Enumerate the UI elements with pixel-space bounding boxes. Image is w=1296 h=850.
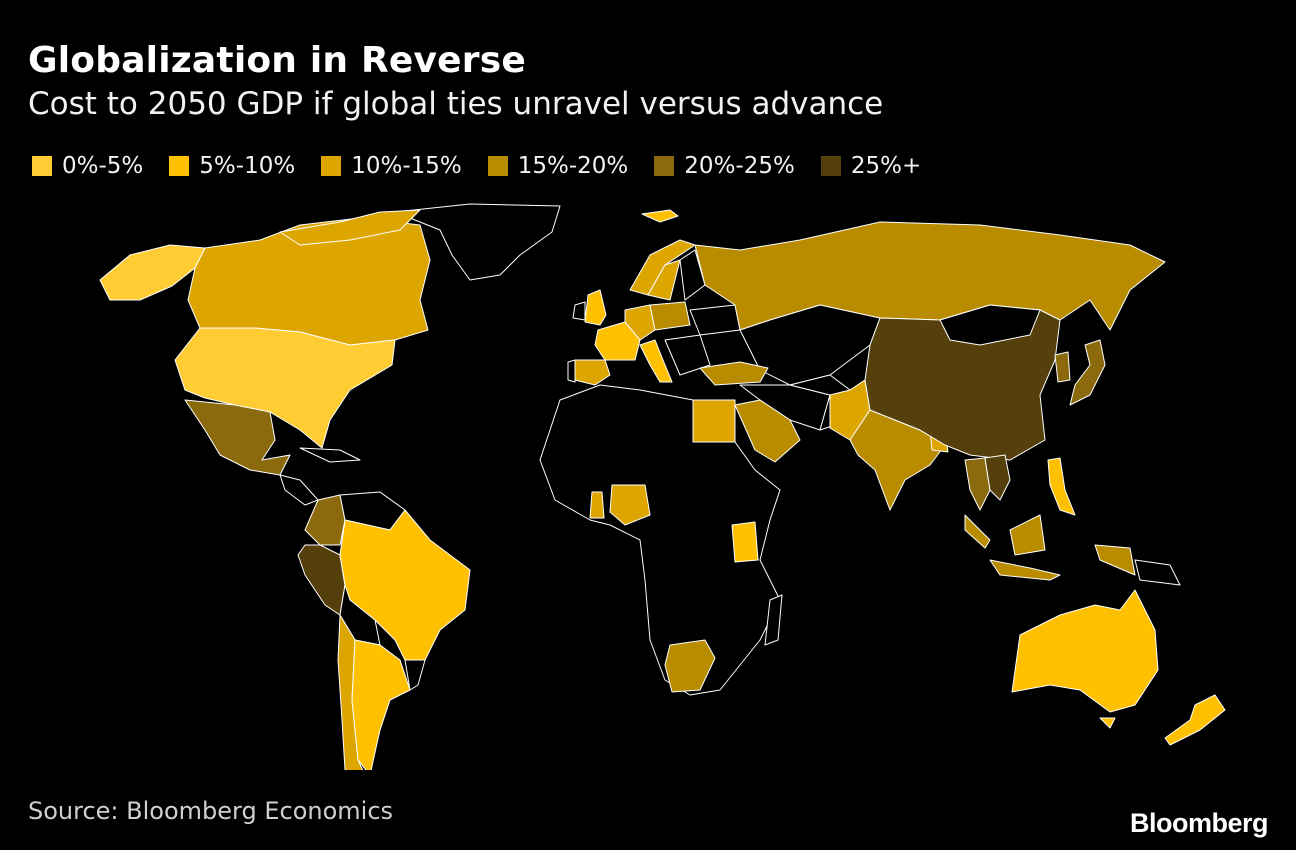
region-portugal <box>567 359 576 383</box>
region-africa <box>539 384 781 696</box>
legend-item-20-25: 20%-25% <box>654 153 795 179</box>
region-saudi-arabia <box>734 399 801 463</box>
region-nigeria <box>609 484 651 526</box>
legend-label: 5%-10% <box>199 153 296 179</box>
legend-item-10-15: 10%-15% <box>321 153 462 179</box>
chart-subtitle: Cost to 2050 GDP if global ties unravel … <box>28 86 884 122</box>
legend-swatch <box>321 156 342 176</box>
region-caribbean <box>299 447 361 463</box>
region-vietnam <box>984 454 1011 501</box>
chart-title: Globalization in Reverse <box>28 40 526 81</box>
region-tasmania <box>1099 717 1116 729</box>
region-alaska <box>99 244 206 301</box>
region-papua <box>1134 559 1181 586</box>
region-philippines <box>1047 457 1076 516</box>
legend-swatch <box>169 156 190 176</box>
region-greenland <box>394 203 561 281</box>
region-indonesia <box>989 514 1136 581</box>
region-united-states <box>174 327 396 449</box>
region-south-korea <box>1054 351 1071 383</box>
region-canada-arctic <box>279 209 421 246</box>
region-canada <box>187 217 431 346</box>
legend-swatch <box>487 156 508 176</box>
legend-swatch <box>654 156 675 176</box>
region-russia <box>694 221 1166 331</box>
region-uruguay <box>404 659 426 691</box>
legend: 0%-5% 5%-10% 10%-15% 15%-20% 20%-25% 25%… <box>32 153 947 179</box>
region-ireland <box>572 301 586 321</box>
legend-swatch <box>820 156 841 176</box>
legend-label: 10%-15% <box>351 153 462 179</box>
region-japan <box>1069 339 1106 406</box>
region-central-america <box>279 474 319 506</box>
region-egypt <box>692 399 736 443</box>
bloomberg-logo: Bloomberg <box>1129 808 1269 838</box>
legend-swatch <box>32 156 52 176</box>
region-poland <box>649 301 691 331</box>
region-mongolia <box>939 304 1041 346</box>
legend-label: 0%-5% <box>62 153 144 179</box>
region-peru <box>297 544 346 616</box>
region-ukraine <box>689 304 741 336</box>
legend-item-5-10: 5%-10% <box>169 153 295 179</box>
legend-label: 20%-25% <box>684 153 795 179</box>
region-new-zealand <box>1164 694 1226 746</box>
region-iceland <box>641 209 679 223</box>
region-italy <box>639 339 673 383</box>
region-germany <box>624 304 656 341</box>
region-malaysia <box>964 514 991 549</box>
region-south-africa <box>664 639 716 693</box>
region-mexico <box>184 399 291 476</box>
legend-item-0-5: 0%-5% <box>32 153 143 179</box>
region-argentina <box>351 639 411 770</box>
region-kenya <box>731 521 759 563</box>
legend-item-25-plus: 25%+ <box>820 153 922 179</box>
region-thailand <box>964 457 991 511</box>
legend-label: 25%+ <box>850 153 922 179</box>
region-australia <box>1011 589 1159 713</box>
region-spain <box>574 359 611 386</box>
world-map <box>99 203 1226 770</box>
region-balkans <box>664 334 711 376</box>
legend-label: 15%-20% <box>517 153 629 179</box>
region-ghana <box>589 491 605 519</box>
region-turkey <box>699 361 769 386</box>
region-madagascar <box>764 594 783 646</box>
legend-item-15-20: 15%-20% <box>487 153 629 179</box>
region-united-kingdom <box>584 289 607 326</box>
source-note: Source: Bloomberg Economics <box>28 797 394 825</box>
